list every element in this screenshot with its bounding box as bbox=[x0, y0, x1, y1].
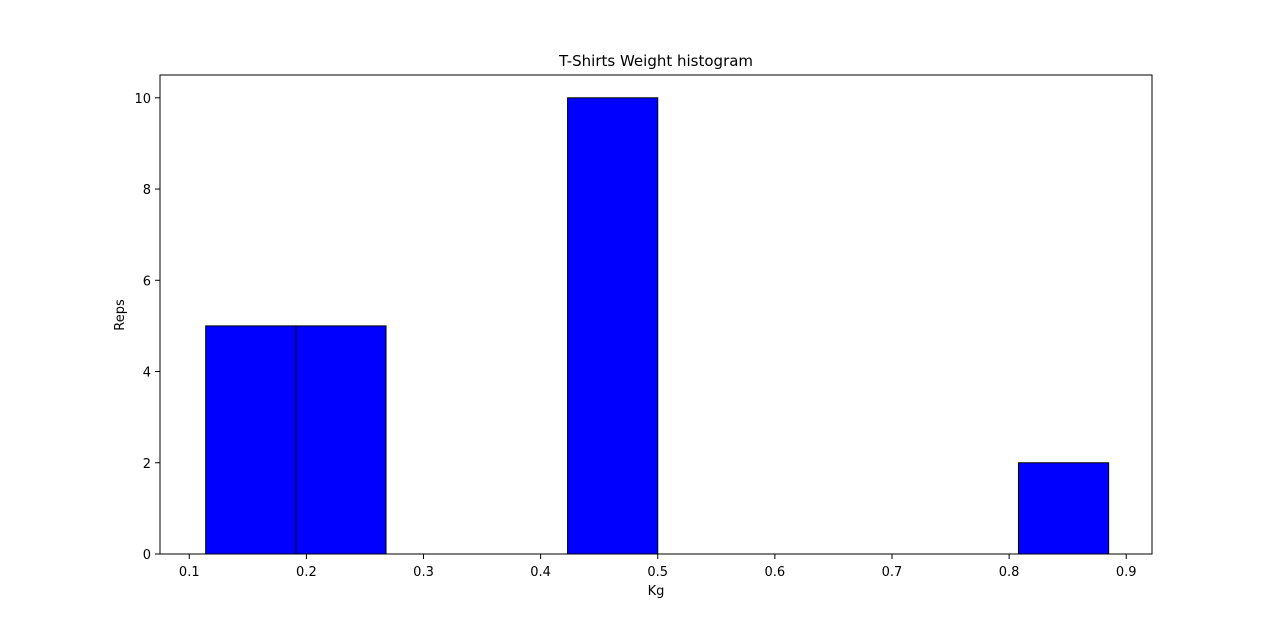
x-ticks: 0.1 0.2 0.3 0.4 0.5 0.6 0.7 0.8 0.9 bbox=[179, 554, 1137, 580]
histogram-bar bbox=[567, 97, 659, 555]
x-tick-label: 0.2 bbox=[296, 565, 317, 580]
plot-frame bbox=[159, 74, 1153, 555]
y-tick-label: 4 bbox=[143, 366, 151, 381]
x-tick-label: 0.7 bbox=[882, 565, 903, 580]
x-tick-label: 0.5 bbox=[647, 565, 668, 580]
y-tick-label: 8 bbox=[143, 183, 151, 198]
x-axis-label: Kg bbox=[648, 584, 665, 599]
histogram-bar bbox=[295, 325, 387, 555]
x-tick-label: 0.9 bbox=[1116, 565, 1137, 580]
y-tick-label: 6 bbox=[143, 274, 151, 289]
y-tick-label: 0 bbox=[143, 548, 151, 563]
y-axis-label: Reps bbox=[113, 299, 128, 331]
histogram-bar bbox=[1017, 462, 1110, 555]
x-tick-label: 0.4 bbox=[530, 565, 551, 580]
chart-title: T-Shirts Weight histogram bbox=[558, 52, 753, 70]
histogram-bar bbox=[205, 325, 297, 555]
y-tick-label: 10 bbox=[134, 92, 151, 107]
x-tick-label: 0.8 bbox=[999, 565, 1020, 580]
x-tick-label: 0.1 bbox=[179, 565, 200, 580]
x-tick-label: 0.6 bbox=[765, 565, 786, 580]
x-tick-label: 0.3 bbox=[413, 565, 434, 580]
y-ticks: 0 2 4 6 8 10 bbox=[134, 92, 160, 563]
y-tick-label: 2 bbox=[143, 457, 151, 472]
bars-group bbox=[205, 97, 1110, 555]
